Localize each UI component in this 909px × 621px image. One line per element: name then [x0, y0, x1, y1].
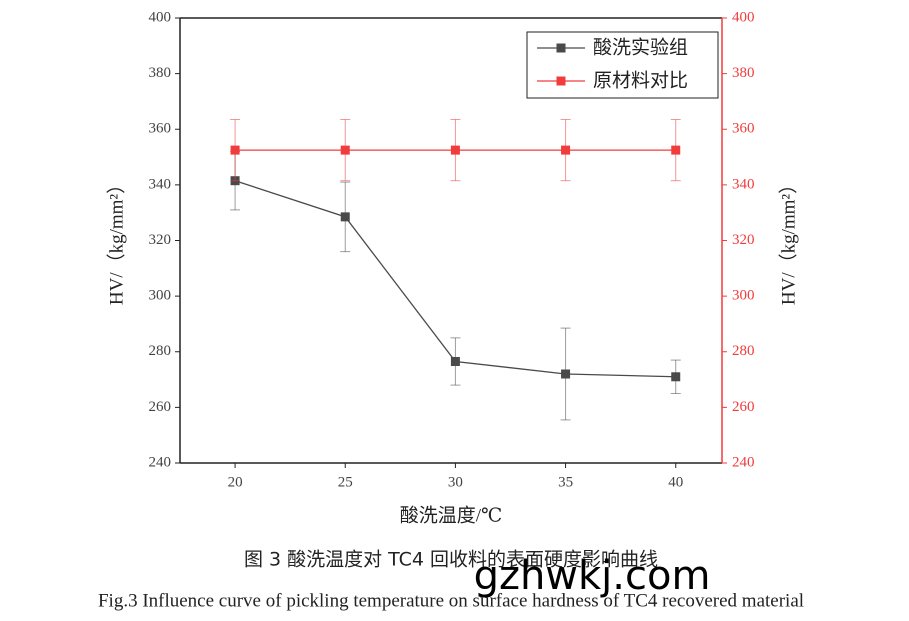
marker: [340, 212, 350, 222]
caption-cn: 图 3 酸洗温度对 TC4 回收料的表面硬度影响曲线: [244, 549, 658, 571]
marker: [671, 145, 681, 155]
legend-box: [526, 31, 719, 99]
marker: [230, 145, 240, 155]
watermark: gzhwkj.com: [474, 553, 711, 599]
y2-tick-label: 260: [732, 399, 755, 415]
y-tick-label: 400: [149, 9, 172, 25]
marker: [671, 372, 681, 382]
y-tick-label: 340: [149, 176, 172, 192]
x-tick-label: 30: [448, 474, 463, 490]
x-tick-label: 25: [338, 474, 353, 490]
y2-tick-label: 280: [732, 343, 755, 359]
y2-tick-label: 340: [732, 176, 755, 192]
caption-en: Fig.3 Influence curve of pickling temper…: [98, 590, 804, 611]
y-tick-label: 380: [149, 65, 172, 81]
legend-label: 酸洗实验组: [593, 37, 688, 59]
y-tick-label: 240: [149, 454, 172, 470]
x-tick-label: 35: [558, 474, 573, 490]
y2-tick-label: 400: [732, 9, 755, 25]
y-tick-label: 300: [149, 288, 172, 304]
y-tick-label: 260: [149, 399, 172, 415]
x-axis-title: 酸洗温度/℃: [400, 504, 503, 526]
y-axis-title: HV/（kg/mm²）: [105, 175, 127, 305]
x-tick-label: 40: [668, 474, 683, 490]
y2-axis-title: HV/（kg/mm²）: [777, 175, 799, 305]
y-tick-label: 280: [149, 343, 172, 359]
y2-tick-label: 380: [732, 65, 755, 81]
y-tick-label: 360: [149, 121, 172, 137]
marker: [561, 369, 571, 379]
marker: [450, 356, 460, 366]
legend-marker: [556, 76, 566, 86]
marker: [450, 145, 460, 155]
y2-tick-label: 360: [732, 121, 755, 137]
y-tick-label: 320: [149, 232, 172, 248]
legend-label: 原材料对比: [593, 70, 688, 92]
marker: [340, 145, 350, 155]
x-tick-label: 20: [228, 474, 243, 490]
legend-marker: [556, 43, 566, 53]
y2-tick-label: 240: [732, 454, 755, 470]
y2-tick-label: 320: [732, 232, 755, 248]
marker: [561, 145, 571, 155]
y2-tick-label: 300: [732, 288, 755, 304]
